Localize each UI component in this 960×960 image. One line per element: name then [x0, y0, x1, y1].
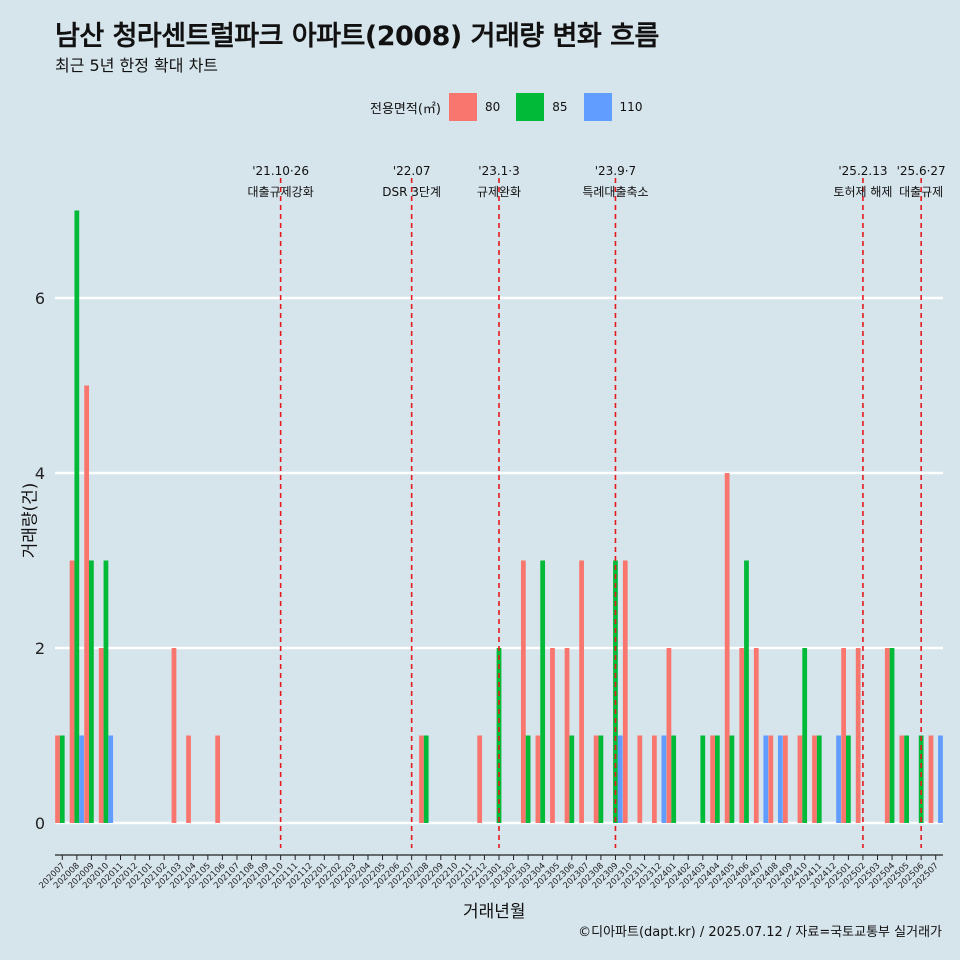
bar-110-202312 [661, 735, 667, 823]
x-axis-title: 거래년월 [463, 902, 526, 922]
bar-85-202008 [74, 210, 80, 823]
annotation-label-1: DSR 3단계 [382, 185, 441, 199]
bar-85-202010 [103, 560, 109, 823]
bar-80-202411 [812, 735, 817, 823]
bar-80-202010 [98, 648, 104, 823]
legend-label-110: 110 [619, 100, 643, 114]
bar-85-202505 [904, 735, 909, 823]
annotation-label-5: 대출규제 [899, 185, 943, 199]
bar-80-202502 [855, 648, 861, 823]
bar-80-202410 [797, 735, 803, 823]
y-tick-label: 4 [35, 464, 45, 483]
bar-85-202410 [802, 648, 808, 823]
bar-85-202411 [816, 735, 822, 823]
source-caption: ©디아파트(dapt.kr) / 2025.07.12 / 자료=국토교통부 실… [578, 925, 942, 940]
bar-85-202504 [889, 648, 895, 823]
bar-80-202104 [186, 735, 191, 823]
annotation-date-0: '21.10·26 [252, 164, 309, 178]
bar-80-202009 [84, 385, 90, 823]
bar-85-202208 [423, 735, 429, 823]
bar-85-202304 [540, 560, 546, 823]
bar-80-202401 [666, 648, 672, 823]
bar-80-202405 [724, 473, 730, 823]
legend-label-85: 85 [552, 100, 568, 114]
chart-subtitle: 최근 5년 한정 확대 차트 [55, 56, 219, 75]
bar-110-202507 [938, 735, 943, 823]
bar-85-202301 [496, 648, 502, 823]
bar-80-202312 [651, 735, 657, 823]
bar-85-202303 [525, 735, 531, 823]
bar-85-202306 [569, 735, 575, 823]
bar-80-202311 [637, 735, 643, 823]
y-tick-label: 2 [35, 639, 45, 658]
chart-title: 남산 청라센트럴파크 아파트(2008) 거래량 변화 흐름 [55, 21, 659, 52]
bar-80-202507 [928, 735, 934, 823]
bar-80-202407 [753, 648, 759, 823]
legend: 전용면적(㎡) 80 85 110 [370, 92, 658, 122]
bar-80-202310 [622, 560, 628, 823]
bar-110-202407 [763, 735, 769, 823]
annotation-date-4: '25.2.13 [838, 164, 887, 178]
bar-85-202403 [700, 735, 706, 823]
bar-85-202404 [714, 735, 720, 823]
legend-item-85: 85 [516, 93, 568, 121]
bar-85-202506 [918, 735, 924, 823]
legend-item-80: 80 [448, 93, 501, 121]
bar-80-202212 [477, 735, 483, 823]
bar-80-202303 [520, 560, 526, 823]
y-axis-title: 거래량(건) [20, 482, 41, 559]
bar-85-202007 [59, 735, 65, 823]
bar-80-202409 [783, 735, 788, 823]
legend-swatch-85 [516, 93, 545, 121]
annotation-label-0: 대출규제강화 [248, 185, 314, 199]
legend-swatch-110 [583, 93, 612, 121]
y-tick-label: 0 [35, 814, 45, 833]
annotation-date-5: '25.6·27 [897, 164, 946, 178]
bar-80-202404 [710, 735, 715, 823]
bar-80-202208 [419, 735, 424, 823]
bar-110-202008 [79, 735, 84, 823]
annotation-date-2: '23.1·3 [478, 164, 519, 178]
bar-80-202008 [69, 560, 75, 823]
annotation-label-3: 특례대출축소 [582, 185, 648, 199]
bar-80-202501 [841, 648, 846, 823]
bar-110-202010 [108, 735, 114, 823]
bar-110-202412 [836, 735, 841, 823]
bar-80-202307 [579, 560, 584, 823]
bar-80-202406 [739, 648, 745, 823]
bar-80-202306 [564, 648, 570, 823]
bar-80-202505 [899, 735, 905, 823]
y-tick-label: 6 [35, 289, 45, 308]
bar-80-202504 [884, 648, 890, 823]
bar-80-202408 [768, 735, 774, 823]
bar-80-202106 [215, 735, 221, 823]
annotation-date-1: '22.07 [393, 164, 431, 178]
legend-label-80: 80 [484, 100, 501, 114]
bar-85-202009 [89, 560, 94, 823]
bar-80-202103 [171, 648, 177, 823]
annotation-label-2: 규제완화 [477, 185, 521, 199]
legend-title: 전용면적(㎡) [370, 101, 441, 117]
bar-85-202405 [729, 735, 735, 823]
legend-item-110: 110 [583, 93, 643, 121]
bar-110-202309 [617, 735, 623, 823]
bar-85-202406 [744, 560, 749, 823]
annotation-date-3: '23.9·7 [595, 164, 636, 178]
bar-85-202501 [845, 735, 851, 823]
bar-80-202304 [535, 735, 541, 823]
annotation-label-4: 토허제 해제 [833, 185, 892, 199]
bar-85-202401 [671, 735, 677, 823]
bar-80-202007 [55, 735, 60, 823]
bar-80-202305 [550, 648, 555, 823]
bar-110-202408 [777, 735, 783, 823]
bar-80-202308 [593, 735, 599, 823]
legend-swatch-80 [448, 93, 477, 121]
bar-85-202308 [598, 735, 604, 823]
